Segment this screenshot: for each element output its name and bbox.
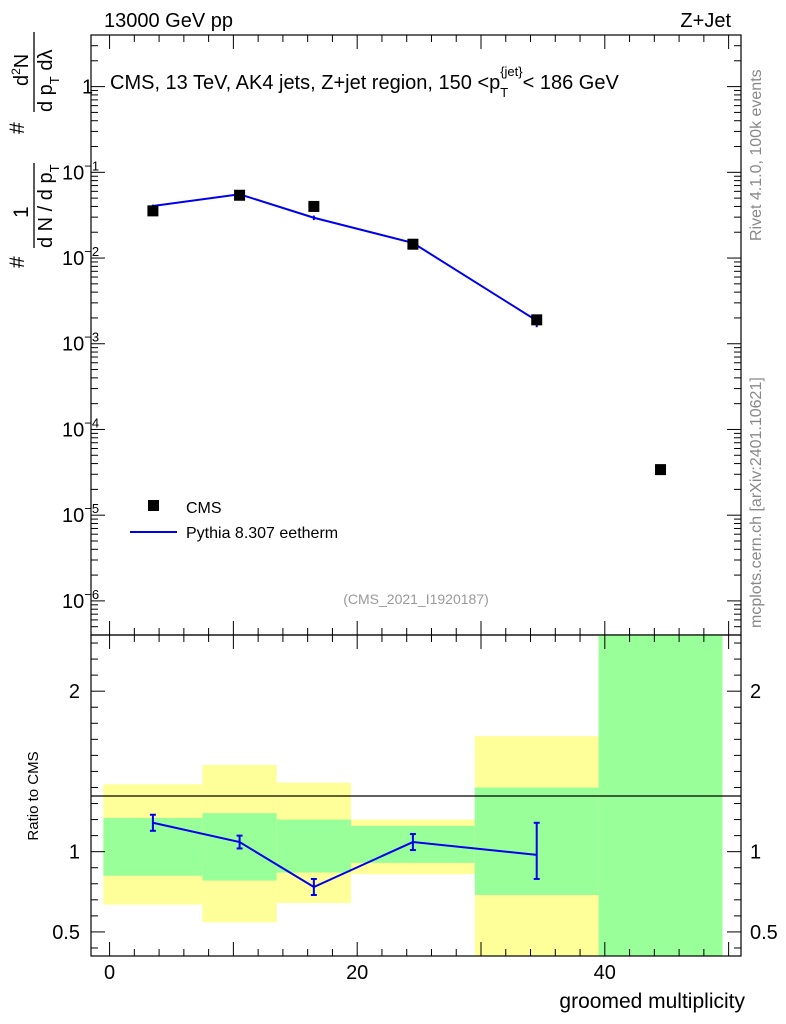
legend: CMS Pythia 8.307 eetherm xyxy=(130,500,338,542)
ratio-y-tick-label-right: 2 xyxy=(750,681,761,703)
cms-data-point xyxy=(308,200,320,212)
main-y-tick-label: 10−3 xyxy=(62,330,99,356)
ratio-y-tick-label-right: 1 xyxy=(750,842,761,864)
cms-data-point xyxy=(147,205,159,217)
rivet-version-label: Rivet 4.1.0, 100k events xyxy=(748,69,765,241)
main-plot-frame xyxy=(90,34,742,636)
ylabel-one: 1 xyxy=(10,206,33,218)
ratio-plot-frame xyxy=(90,634,742,957)
ylabel-denominator: d N / d pT xyxy=(35,164,62,248)
cms-data-point xyxy=(655,464,667,476)
plot-title: CMS, 13 TeV, AK4 jets, Z+jet region, 150… xyxy=(110,64,619,100)
main-y-tick-label: 10−1 xyxy=(62,158,99,184)
ratio-y-tick-label: 0.5 xyxy=(52,922,80,944)
ratio-ylabel: Ratio to CMS xyxy=(25,751,42,840)
xlabel: groomed multiplicity xyxy=(559,990,745,1013)
process-label: Z+Jet xyxy=(680,10,731,32)
ylabel-hash-left: # xyxy=(6,256,29,268)
source-label: mcplots.cern.ch [arXiv:2401.10621] xyxy=(748,377,765,628)
main-ylabel: # 1 d N / d pT # d2N d pT dλ xyxy=(6,32,62,268)
ylabel-hash-right: # xyxy=(6,122,29,134)
ratio-y-tick-label: 1 xyxy=(69,842,80,864)
cms-data-point xyxy=(234,189,246,201)
cms-data-point xyxy=(407,238,419,250)
legend-cms-marker xyxy=(148,500,159,511)
main-y-tick-label: 10−6 xyxy=(62,587,99,613)
energy-label: 13000 GeV pp xyxy=(104,10,233,32)
main-panel: 1 10−1 10−2 10−3 10−4 10−5 10−6 CMS, 13 TeV, A… xyxy=(6,32,742,636)
analysis-watermark: (CMS_2021_I1920187) xyxy=(343,591,489,607)
main-y-tick-label: 10−5 xyxy=(62,501,99,527)
pythia-line xyxy=(152,193,538,322)
legend-cms-label: CMS xyxy=(186,500,222,517)
x-tick-label: 0 xyxy=(104,962,115,984)
cms-data-point xyxy=(531,314,543,326)
ratio-y-tick-label: 2 xyxy=(69,681,80,703)
x-tick-label: 20 xyxy=(346,962,368,984)
ratio-panel: 0.5 0.51 12 20 20 40 Ratio to CMS groomed mul… xyxy=(25,634,778,1013)
ratio-y-tick-label-right: 0.5 xyxy=(750,922,778,944)
main-y-tick-label: 1 xyxy=(82,77,93,99)
uncertainty-band-green xyxy=(276,819,351,873)
main-y-tick-label: 10−2 xyxy=(62,244,99,270)
ylabel-denominator-2: d pT dλ xyxy=(35,50,62,112)
ylabel-numerator: d2N xyxy=(9,54,33,86)
x-tick-label: 40 xyxy=(594,962,616,984)
main-y-tick-label: 10−4 xyxy=(62,415,99,441)
legend-pythia-label: Pythia 8.307 eetherm xyxy=(186,525,338,542)
